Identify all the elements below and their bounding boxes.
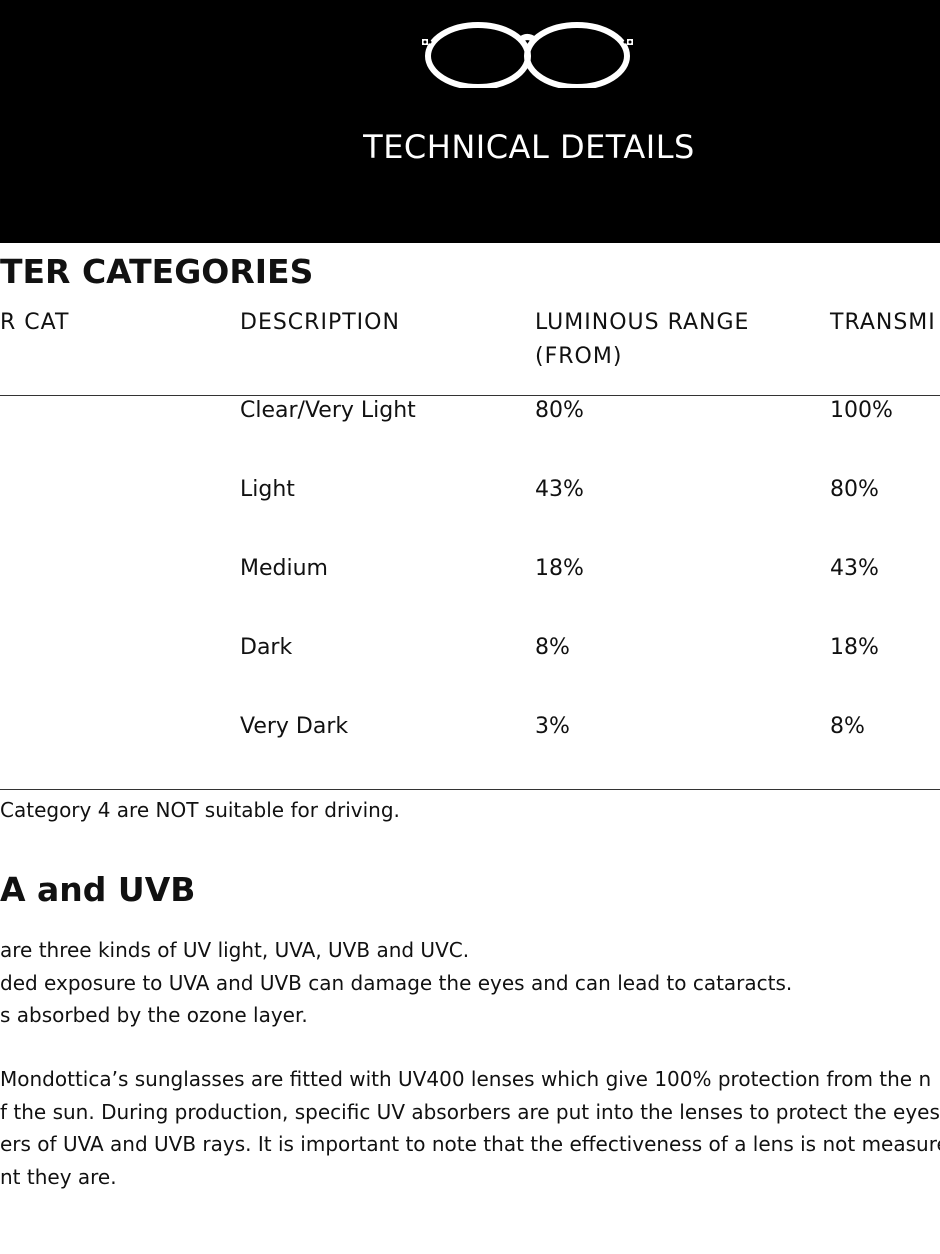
text-line: are three kinds of UV light, UVA, UVB an… [0, 938, 470, 962]
section-heading-uva-uvb: A and UVB [0, 870, 196, 909]
column-header-luminous-range: LUMINOUS RANGE (FROM) [535, 310, 750, 369]
glasses-icon [422, 22, 633, 88]
text-line: nt they are. [0, 1164, 117, 1189]
column-header-description: DESCRIPTION [240, 310, 400, 335]
column-header-transmission: TRANSMI [830, 310, 936, 335]
table-cell-to: 18% [830, 635, 879, 660]
uv-paragraph-2: Mondottica’s sunglasses are fitted with … [0, 1063, 940, 1193]
page-title: TECHNICAL DETAILS [363, 128, 695, 166]
table-cell-description: Medium [240, 556, 328, 581]
header-banner: TECHNICAL DETAILS [0, 0, 940, 243]
text-line: ers of UVA and UVB rays. It is important… [0, 1132, 940, 1156]
table-cell-to: 100% [830, 398, 893, 423]
table-header-divider [0, 395, 940, 396]
driving-note: Category 4 are NOT suitable for driving. [0, 798, 400, 822]
text-line: s absorbed by the ozone layer. [0, 1003, 308, 1027]
table-cell-to: 43% [830, 556, 879, 581]
table-cell-description: Clear/Very Light [240, 398, 416, 423]
table-cell-description: Light [240, 477, 295, 502]
table-cell-description: Very Dark [240, 714, 349, 739]
table-cell-to: 8% [830, 714, 865, 739]
text-line: ded exposure to UVA and UVB can damage t… [0, 970, 793, 995]
table-cell-from: 80% [535, 398, 584, 423]
table-cell-from: 43% [535, 477, 584, 502]
column-header-cat: R CAT [0, 310, 70, 335]
table-cell-description: Dark [240, 635, 293, 660]
table-bottom-divider [0, 789, 940, 790]
table-cell-from: 3% [535, 714, 570, 739]
table-cell-from: 18% [535, 556, 584, 581]
section-heading-filter-categories: TER CATEGORIES [0, 252, 314, 291]
text-line: f the sun. During production, specific U… [0, 1099, 940, 1124]
table-cell-from: 8% [535, 635, 570, 660]
text-line: Mondottica’s sunglasses are fitted with … [0, 1067, 932, 1091]
uv-paragraph-1: are three kinds of UV light, UVA, UVB an… [0, 934, 792, 1032]
table-cell-to: 80% [830, 477, 879, 502]
